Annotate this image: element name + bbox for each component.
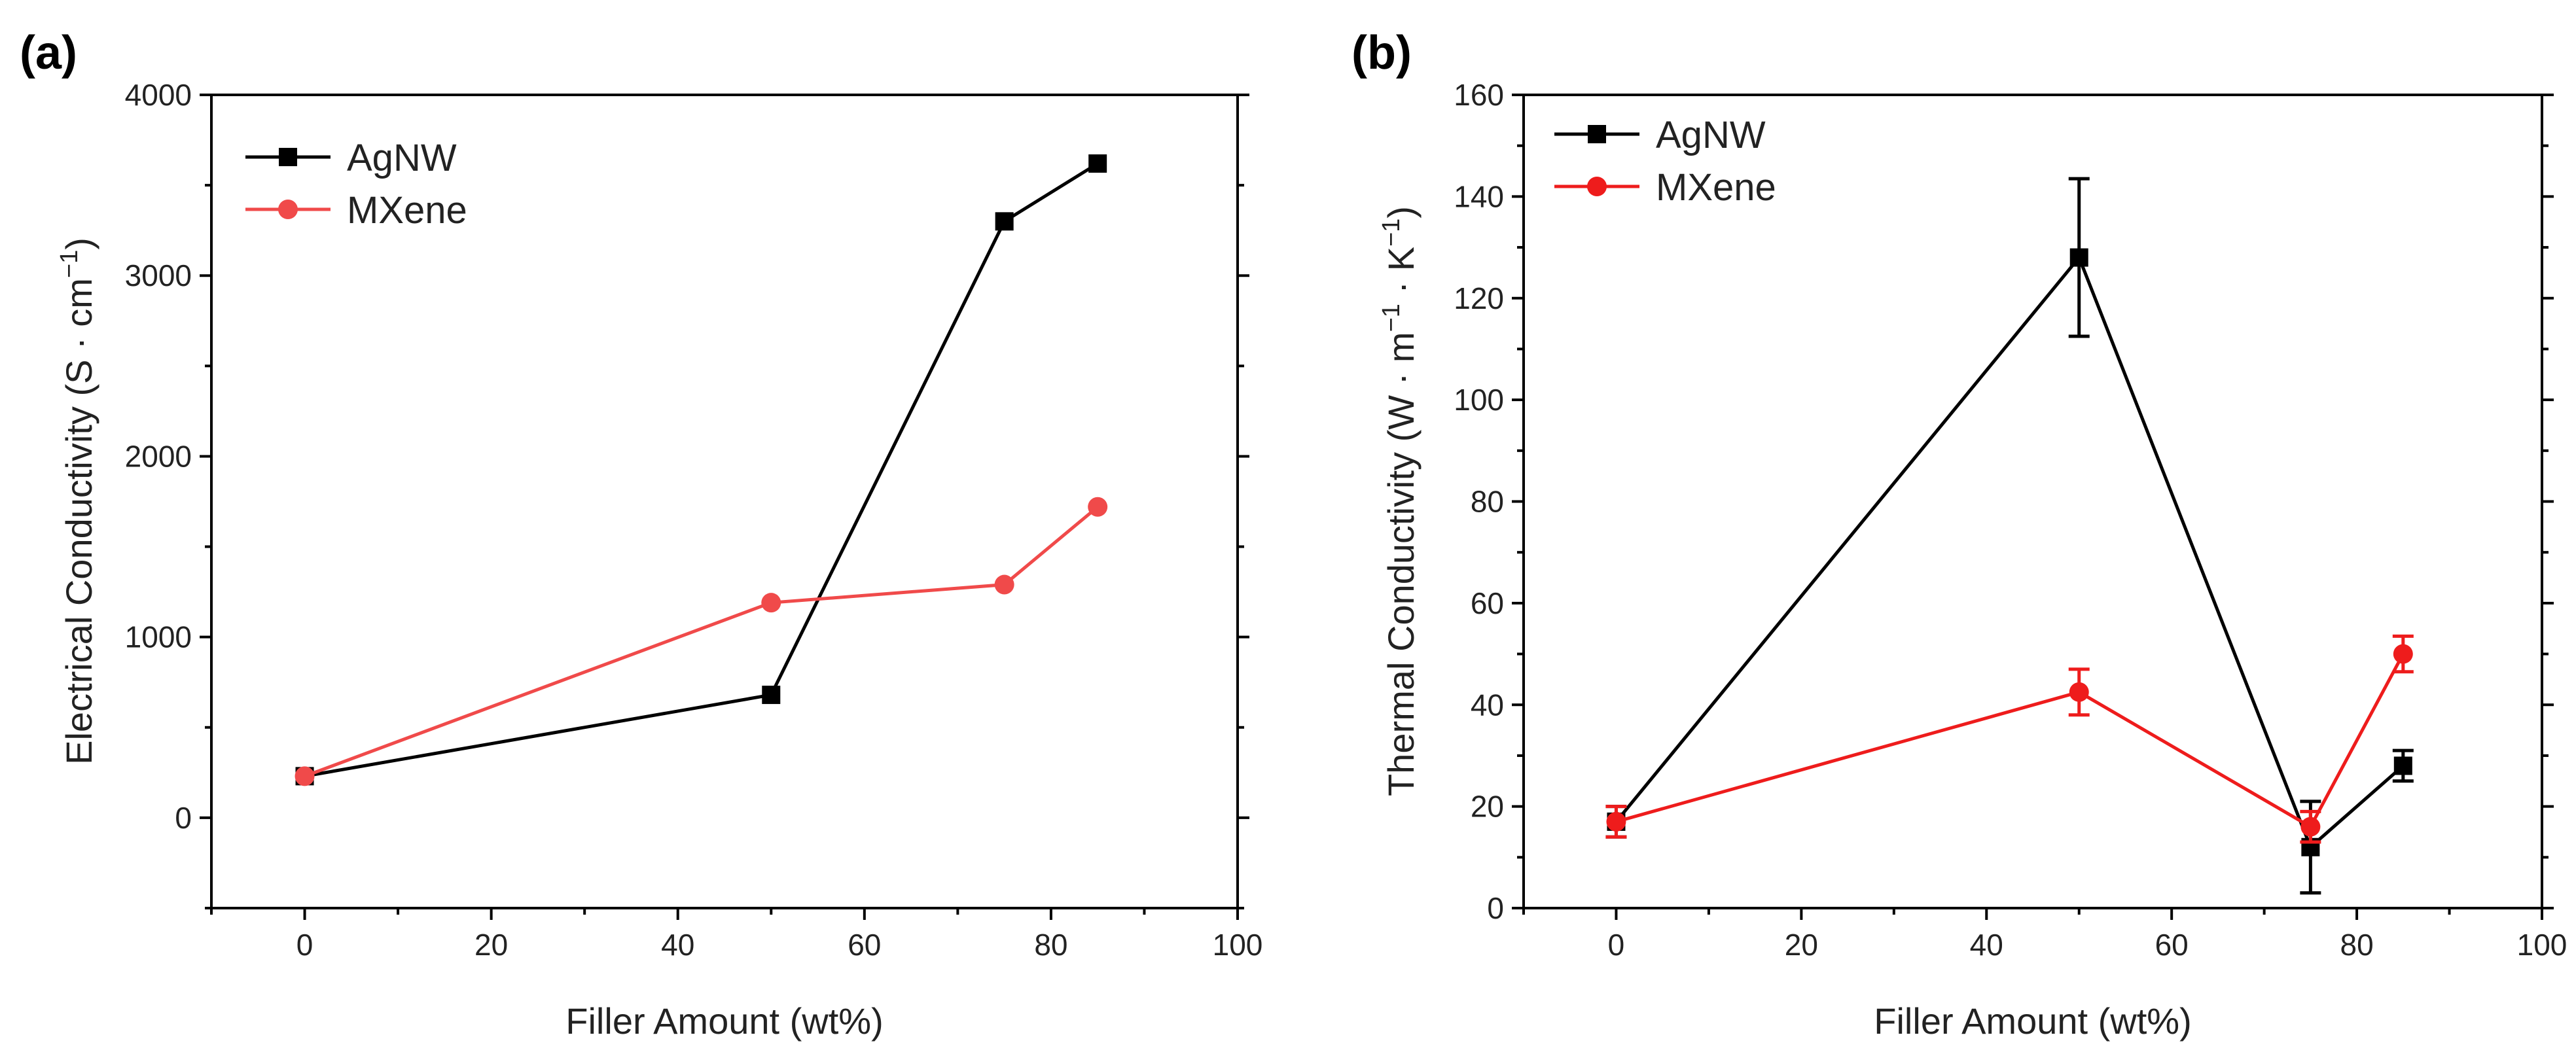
x-tick-label-a: 20 bbox=[474, 928, 508, 962]
y-tick-label-a: 1000 bbox=[125, 620, 192, 654]
x-tick-label-b: 60 bbox=[2155, 928, 2189, 962]
y-tick-label-b: 40 bbox=[1471, 688, 1504, 722]
y-tick-label-a: 2000 bbox=[125, 439, 192, 473]
legend-b-agnw-marker bbox=[1588, 125, 1606, 143]
legend-b-mxene-marker bbox=[1587, 177, 1607, 196]
data-point-a-mxene bbox=[295, 766, 315, 786]
y-axis-title-b-mid: · K bbox=[1380, 247, 1422, 304]
y-axis-title-b-main: Thermal Conductivity (W · m bbox=[1380, 332, 1422, 796]
plot-frame-a bbox=[210, 94, 1239, 909]
x-ticks-a: 0 20 40 60 80 100 bbox=[210, 908, 1263, 962]
y-axis-title-a-main: Electrical Conductivity (S · cm bbox=[58, 278, 99, 765]
legend-b-mxene-label: MXene bbox=[1656, 166, 1776, 209]
series-b bbox=[1605, 177, 2414, 895]
y-tick-label-b: 20 bbox=[1471, 790, 1504, 824]
legend-a: AgNW MXene bbox=[245, 137, 467, 232]
legend-b: AgNW MXene bbox=[1554, 114, 1776, 209]
legend-a-mxene-marker bbox=[278, 200, 298, 219]
series-line-a-agnw bbox=[304, 162, 1099, 778]
y-axis-title-a: Electrical Conductivity (S · cm−1) bbox=[56, 237, 99, 765]
x-tick-label-a: 40 bbox=[661, 928, 694, 962]
series-a bbox=[295, 154, 1108, 786]
data-point-b-agnw bbox=[2393, 756, 2412, 775]
series-line-b-mxene bbox=[1615, 653, 2405, 829]
data-point-b-mxene bbox=[2300, 817, 2321, 837]
x-tick-label-b: 40 bbox=[1970, 928, 2003, 962]
y-tick-label-a: 4000 bbox=[125, 78, 192, 112]
x-tick-label-a: 60 bbox=[848, 928, 881, 962]
y-tick-label-b: 60 bbox=[1471, 586, 1504, 620]
legend-a-agnw-label: AgNW bbox=[347, 137, 457, 179]
legend-b-agnw-label: AgNW bbox=[1656, 114, 1766, 156]
x-tick-label-a: 0 bbox=[296, 928, 313, 962]
data-point-a-mxene bbox=[994, 574, 1014, 595]
x-tick-label-b: 0 bbox=[1608, 928, 1625, 962]
x-axis-title-a: Filler Amount (wt%) bbox=[565, 1000, 883, 1042]
y-axis-title-a-sup: −1 bbox=[56, 250, 83, 278]
legend-a-agnw-marker bbox=[279, 148, 297, 166]
y-axis-title-b-sup1: −1 bbox=[1378, 304, 1405, 332]
data-point-b-agnw bbox=[2069, 248, 2088, 267]
y-tick-label-b: 80 bbox=[1471, 485, 1504, 519]
y-tick-label-b: 100 bbox=[1454, 383, 1504, 417]
y-axis-title-a-close: ) bbox=[58, 237, 99, 250]
data-point-b-mxene bbox=[2393, 644, 2413, 664]
panel-label-a: (a) bbox=[20, 27, 77, 79]
x-tick-label-b: 20 bbox=[1785, 928, 1818, 962]
data-point-b-mxene bbox=[2069, 682, 2089, 702]
x-tick-label-a: 100 bbox=[1213, 928, 1263, 962]
panel-label-b: (b) bbox=[1351, 27, 1412, 79]
x-tick-label-b: 80 bbox=[2340, 928, 2374, 962]
x-tick-label-a: 80 bbox=[1034, 928, 1067, 962]
data-point-a-agnw bbox=[1088, 154, 1107, 173]
y-ticks-b: 0 20 40 60 80 100 120 140 160 bbox=[1454, 78, 2554, 925]
y-tick-label-b: 0 bbox=[1487, 891, 1504, 925]
y-axis-title-b: Thermal Conductivity (W · m−1 · K−1) bbox=[1378, 206, 1422, 796]
y-ticks-a: 0 1000 2000 3000 4000 bbox=[125, 78, 1249, 909]
series-line-b-agnw bbox=[1615, 256, 2405, 849]
chart-panel-b: (b) 0 20 40 60 80 100 0 20 40 60 80 100 120 140 160 F… bbox=[1351, 27, 2567, 1042]
data-point-a-agnw bbox=[995, 212, 1014, 231]
data-point-a-agnw bbox=[762, 686, 781, 705]
plot-frame-b bbox=[1522, 94, 2543, 909]
x-ticks-b: 0 20 40 60 80 100 bbox=[1522, 908, 2567, 962]
series-line-a-mxene bbox=[304, 505, 1099, 778]
chart-panel-a: (a) 0 20 40 60 80 100 0 1000 2000 3000 4000 Fille… bbox=[20, 27, 1262, 1042]
y-axis-title-b-sup2: −1 bbox=[1378, 219, 1405, 247]
y-axis-title-b-close: ) bbox=[1380, 206, 1422, 219]
x-axis-title-b: Filler Amount (wt%) bbox=[1874, 1000, 2191, 1042]
y-tick-label-a: 3000 bbox=[125, 258, 192, 292]
data-point-a-mxene bbox=[1088, 497, 1108, 517]
x-tick-label-b: 100 bbox=[2517, 928, 2567, 962]
y-tick-label-b: 160 bbox=[1454, 78, 1504, 112]
legend-a-mxene-label: MXene bbox=[347, 189, 467, 232]
data-point-b-mxene bbox=[1606, 811, 1626, 832]
y-tick-label-b: 140 bbox=[1454, 179, 1504, 213]
y-tick-label-a: 0 bbox=[175, 801, 192, 835]
y-tick-label-b: 120 bbox=[1454, 281, 1504, 315]
data-point-a-mxene bbox=[761, 593, 781, 613]
